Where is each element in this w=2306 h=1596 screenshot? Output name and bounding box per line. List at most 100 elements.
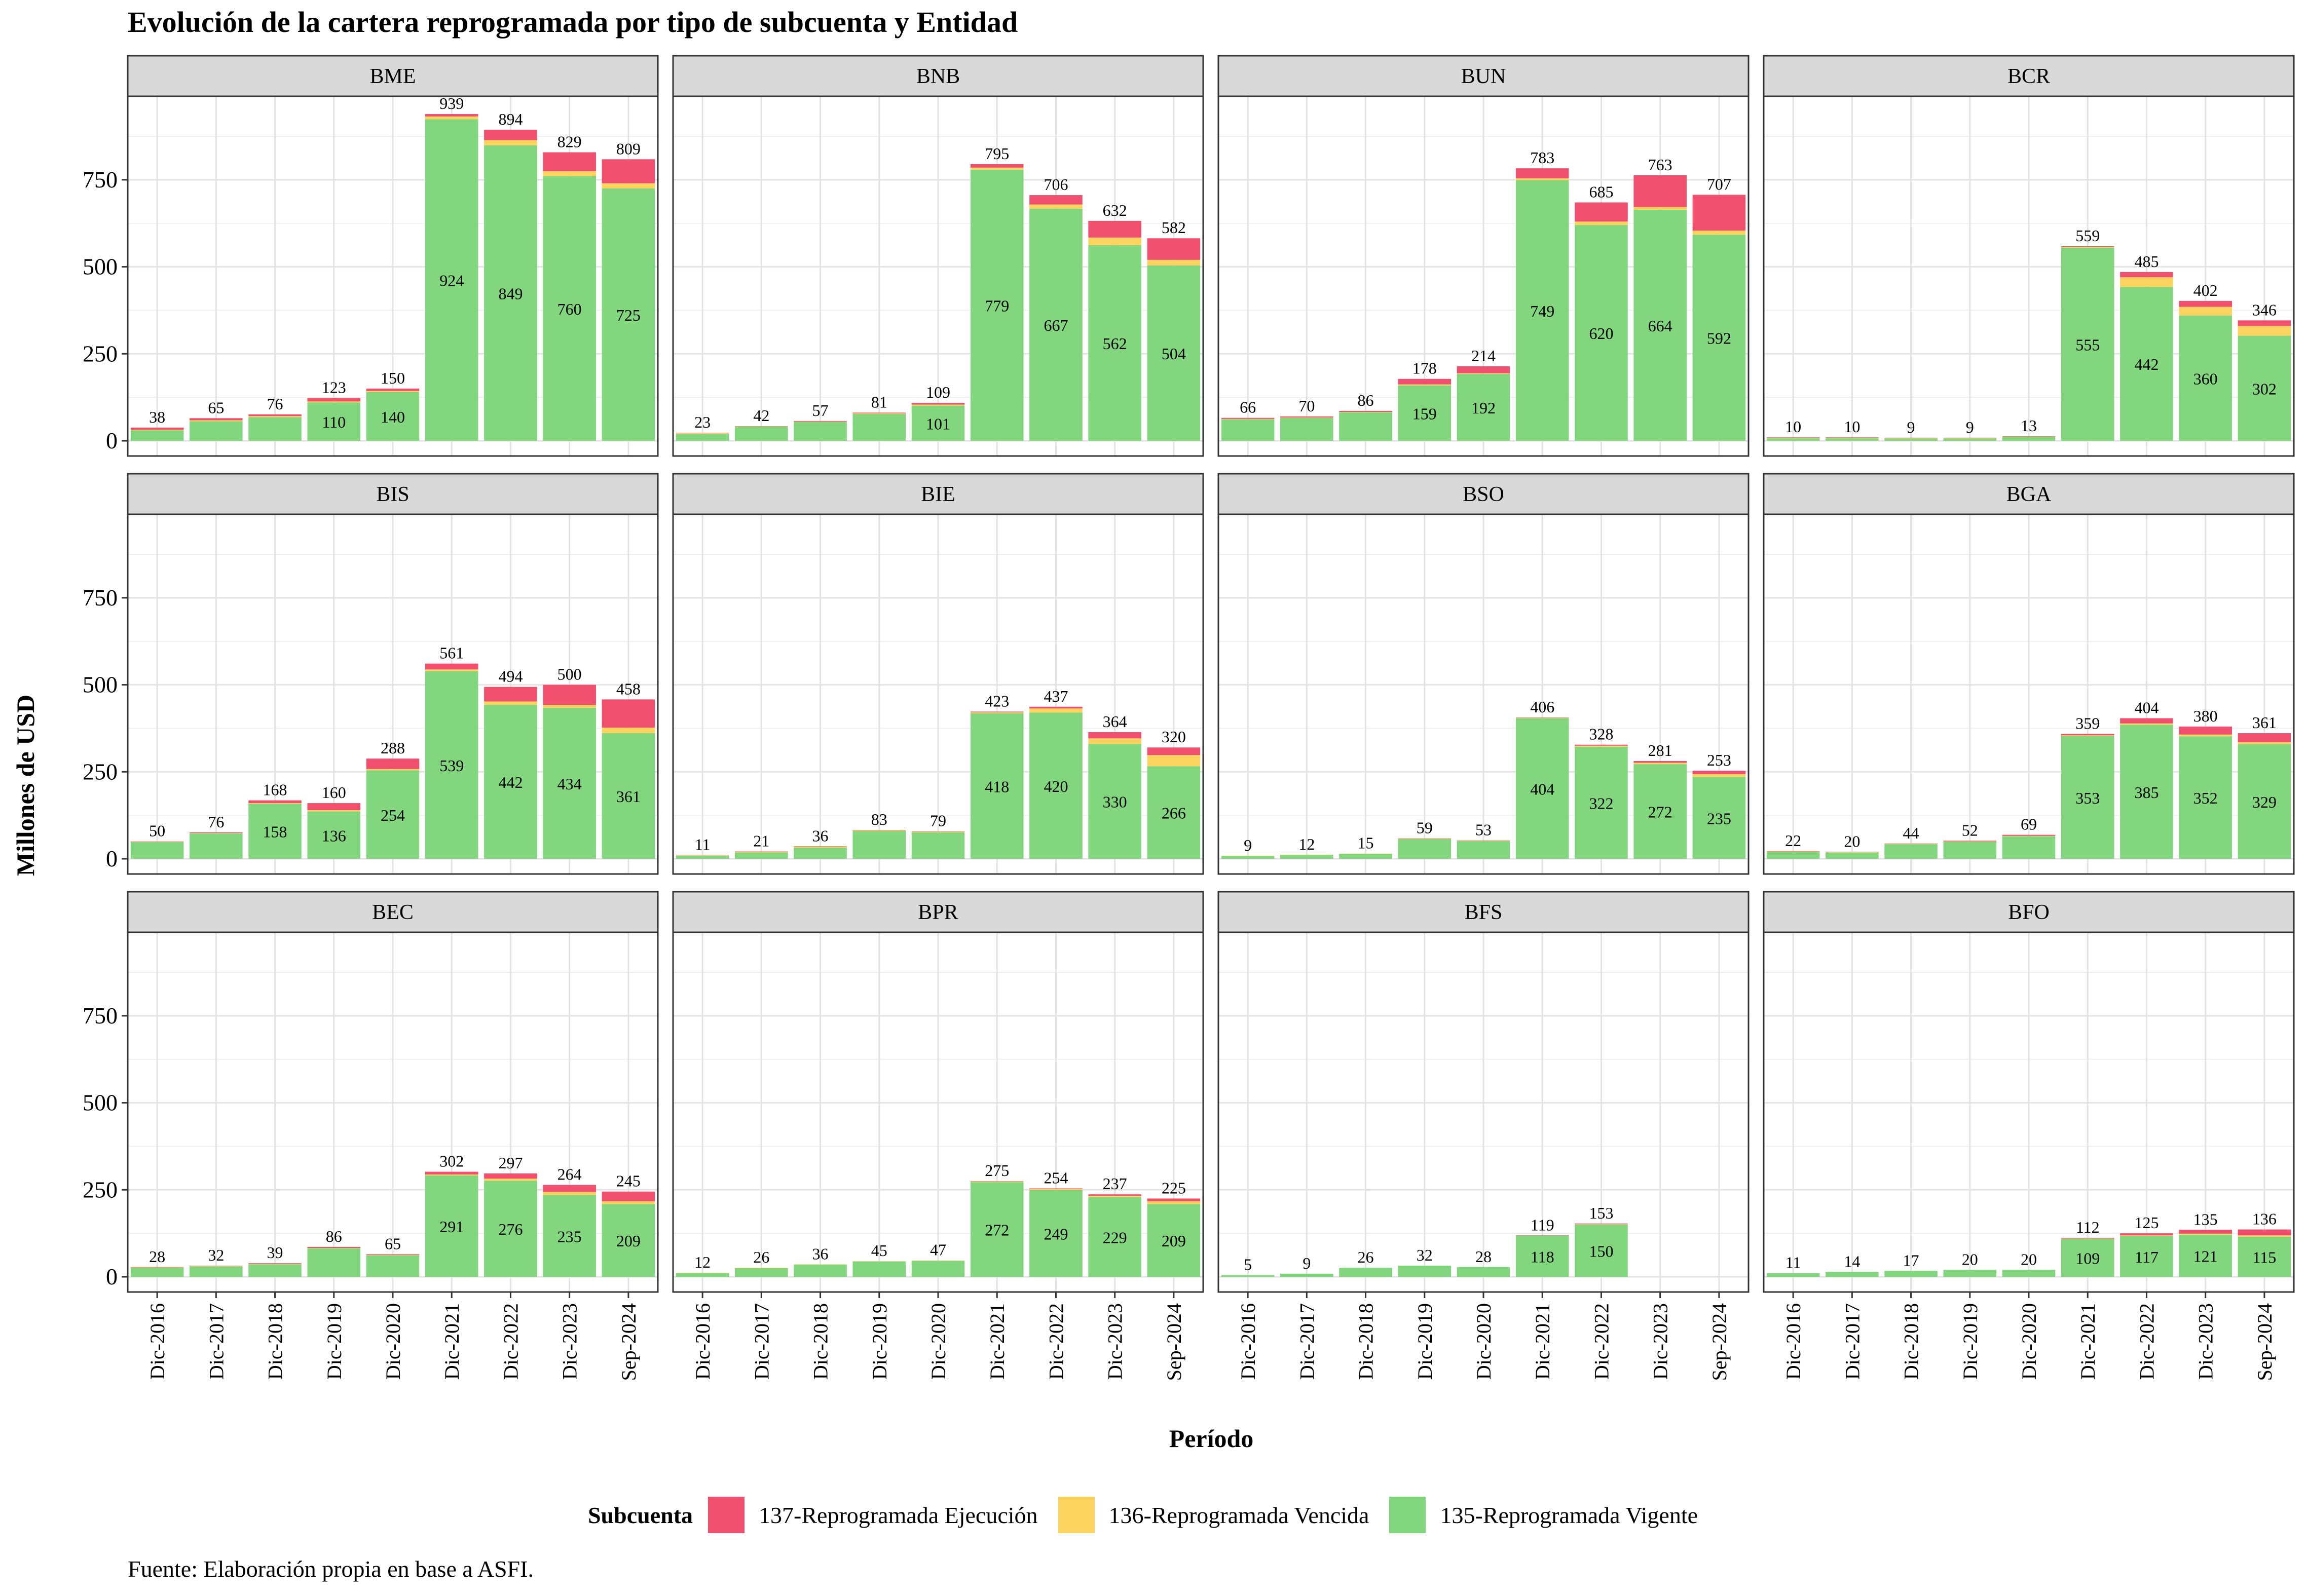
x-tick-label: Dic-2022 <box>1045 1303 1067 1380</box>
bar-segment <box>1515 168 1569 179</box>
bar-segment <box>970 167 1024 170</box>
bar-segment <box>1147 755 1201 767</box>
bar-segment <box>484 705 537 859</box>
bar-segment <box>2002 836 2056 859</box>
x-tick-label: Dic-2020 <box>1472 1303 1495 1380</box>
bar-segment <box>2179 315 2232 441</box>
data-label-total: 359 <box>2075 714 2100 732</box>
bar-segment <box>248 803 302 804</box>
bar-segment <box>1029 1189 1083 1190</box>
x-tick-label: Dic-2018 <box>1355 1303 1378 1380</box>
data-label-total: 364 <box>1103 712 1127 731</box>
x-tick-label: Sep-2024 <box>1708 1303 1731 1381</box>
bar-segment <box>366 392 420 441</box>
legend-swatch-vencida <box>1058 1497 1095 1533</box>
data-label-total: 275 <box>985 1161 1009 1180</box>
data-label-total: 11 <box>1786 1253 1801 1271</box>
data-label-total: 458 <box>616 679 641 698</box>
bar-segment <box>307 810 361 812</box>
panel-border <box>672 513 1204 875</box>
bar-segment <box>1029 1190 1083 1277</box>
bar-segment <box>794 846 847 847</box>
bar-segment <box>735 1268 788 1277</box>
bar-segment <box>1457 1267 1510 1277</box>
legend-label-vigente: 135-Reprogramada Vigente <box>1440 1502 1698 1528</box>
facet-strip-bga <box>1763 473 2295 515</box>
x-tick-label: Dic-2023 <box>1104 1303 1127 1380</box>
x-tick-label: Dic-2019 <box>1414 1303 1436 1380</box>
bar-segment <box>543 685 596 705</box>
data-label-total: 21 <box>753 832 769 850</box>
bar-segment <box>425 114 478 117</box>
x-axis-label: Período <box>1169 1424 1254 1453</box>
data-label-total: 47 <box>930 1241 946 1259</box>
bar-segment <box>2179 1233 2232 1235</box>
bar-segment <box>1398 384 1452 386</box>
bar-segment <box>1884 438 1938 439</box>
facet-label-bcr: BCR <box>2007 65 2050 88</box>
facet-strip-bun <box>1217 55 1750 97</box>
bar-segment <box>1826 437 1879 438</box>
bar-segment <box>1826 852 1879 859</box>
data-label-total: 5 <box>1244 1256 1252 1274</box>
data-label-total: 9 <box>1907 418 1915 436</box>
bar-segment <box>1398 838 1452 839</box>
data-label-total: 20 <box>1844 832 1860 850</box>
bar-segment <box>735 427 788 441</box>
y-tick-label: 250 <box>83 758 118 784</box>
bar-segment <box>307 402 361 441</box>
data-label-total: 42 <box>753 406 769 425</box>
data-label-vigente: 136 <box>322 826 346 845</box>
bar-segment <box>307 401 361 403</box>
y-tick-label: 750 <box>83 167 118 193</box>
facet-label-bec: BEC <box>372 901 414 924</box>
data-label-vigente: 420 <box>1044 777 1068 795</box>
x-tick-label: Dic-2017 <box>750 1303 773 1380</box>
bar-segment <box>1029 204 1083 209</box>
data-label-total: 9 <box>1244 836 1252 854</box>
bar-segment <box>1088 1197 1141 1277</box>
bar-segment <box>2238 326 2291 336</box>
data-label-total: 26 <box>1358 1248 1374 1266</box>
bar-segment <box>1766 851 1820 852</box>
bar-segment <box>1088 245 1141 441</box>
data-label-vigente: 504 <box>1162 345 1186 363</box>
data-label-total: 28 <box>1475 1247 1492 1266</box>
bar-segment <box>602 1201 655 1204</box>
bar-segment <box>484 1181 537 1277</box>
data-label-vigente: 302 <box>2252 379 2277 398</box>
data-label-total: 32 <box>1417 1246 1433 1264</box>
bar-segment <box>1088 1195 1141 1197</box>
data-label-vigente: 249 <box>1044 1225 1068 1243</box>
facet-label-bis: BIS <box>376 483 409 506</box>
source-caption: Fuente: Elaboración propia en base a ASF… <box>128 1556 534 1582</box>
data-label-vigente: 322 <box>1589 794 1613 812</box>
data-label-vigente: 779 <box>985 296 1009 315</box>
x-tick-label: Dic-2018 <box>809 1303 832 1380</box>
bar-segment <box>1221 1275 1275 1277</box>
x-tick-label: Dic-2016 <box>1782 1303 1805 1380</box>
bar-segment <box>1766 438 1820 441</box>
bar-segment <box>1221 417 1275 419</box>
bar-segment <box>911 405 965 441</box>
data-label-vigente: 291 <box>439 1218 464 1236</box>
data-label-vigente: 442 <box>498 773 523 791</box>
facet-label-bme: BME <box>369 65 416 88</box>
bar-segment <box>1088 237 1141 245</box>
bar-segment <box>2120 287 2173 441</box>
bar-segment <box>307 398 361 402</box>
data-label-vigente: 140 <box>381 408 405 426</box>
x-tick-label: Sep-2024 <box>617 1303 640 1381</box>
data-label-total: 32 <box>208 1246 224 1264</box>
bar-segment <box>676 855 729 856</box>
bar-segment <box>1766 852 1820 859</box>
bar-segment <box>2179 300 2232 307</box>
bar-segment <box>602 1191 655 1201</box>
bar-segment <box>1147 265 1201 441</box>
bar-segment <box>307 1248 361 1277</box>
x-tick-label: Sep-2024 <box>2253 1303 2276 1381</box>
bar-segment <box>190 1266 243 1277</box>
data-label-total: 65 <box>385 1234 401 1252</box>
bar-segment <box>676 434 729 441</box>
bar-segment <box>676 1273 729 1277</box>
